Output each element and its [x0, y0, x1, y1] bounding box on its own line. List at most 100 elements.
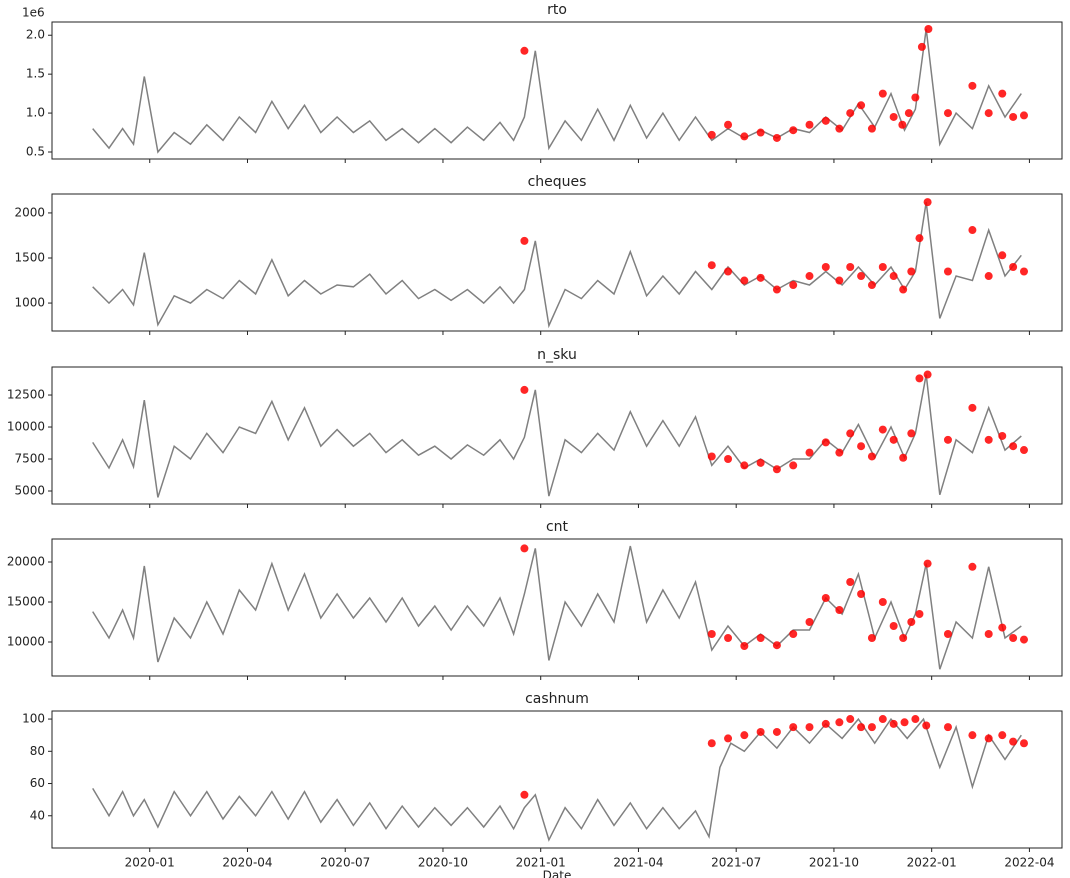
- panel-title: cheques: [528, 174, 587, 190]
- x-tick-label: 2021-10: [809, 856, 859, 870]
- y-tick-label: 15000: [7, 595, 45, 609]
- anomaly-point: [1009, 634, 1018, 642]
- axes-frame: [51, 21, 1063, 160]
- y-tick-label: 1.5: [26, 67, 45, 81]
- anomaly-point: [756, 273, 765, 282]
- anomaly-point: [984, 435, 993, 444]
- anomaly-point: [1019, 739, 1028, 748]
- anomaly-point: [917, 42, 926, 51]
- y-tick-label: 20000: [7, 555, 45, 569]
- anomaly-point: [867, 452, 876, 461]
- anomaly-point: [789, 126, 798, 135]
- anomaly-point: [898, 120, 907, 129]
- anomaly-point: [805, 618, 814, 626]
- y-tick-label: 12500: [7, 388, 45, 402]
- x-tick-label: 2021-01: [516, 856, 566, 870]
- anomaly-point: [1009, 112, 1018, 121]
- anomaly-point: [1019, 446, 1028, 455]
- y-tick-label: 1500: [14, 250, 45, 264]
- anomaly-point: [756, 634, 765, 642]
- y-tick-label: 5000: [14, 484, 45, 498]
- panel-title: rto: [547, 2, 567, 18]
- anomaly-point: [899, 634, 908, 642]
- anomaly-point: [724, 267, 733, 276]
- x-axis-label: Date: [543, 869, 572, 878]
- anomaly-point: [943, 435, 952, 444]
- anomaly-point: [740, 132, 749, 141]
- anomaly-point: [756, 458, 765, 467]
- anomaly-point: [857, 442, 866, 451]
- anomaly-point: [943, 723, 952, 732]
- anomaly-point: [772, 285, 781, 294]
- anomaly-point: [707, 261, 716, 270]
- anomaly-point: [821, 438, 830, 447]
- anomaly-point: [857, 101, 866, 110]
- anomaly-point: [968, 226, 977, 235]
- anomaly-point: [889, 112, 898, 121]
- anomaly-point: [984, 630, 993, 638]
- x-tick-label: 2022-04: [1004, 856, 1054, 870]
- x-tick-label: 2021-04: [613, 856, 663, 870]
- x-tick-label: 2020-07: [320, 856, 370, 870]
- panel-title: cnt: [546, 519, 569, 535]
- plot-area: [92, 198, 1028, 329]
- anomaly-point: [899, 453, 908, 462]
- x-tick-label: 2021-07: [711, 856, 761, 870]
- anomaly-point: [968, 562, 977, 571]
- anomaly-point: [878, 598, 887, 606]
- anomaly-point: [867, 281, 876, 290]
- anomaly-point: [846, 263, 855, 272]
- panel-title: n_sku: [537, 347, 577, 363]
- panel-title: cashnum: [525, 691, 589, 707]
- anomaly-point: [923, 559, 932, 568]
- anomaly-point: [867, 723, 876, 732]
- anomaly-point: [740, 276, 749, 285]
- anomaly-point: [707, 130, 716, 139]
- anomaly-point: [846, 429, 855, 438]
- anomaly-point: [867, 124, 876, 133]
- anomaly-point: [968, 81, 977, 90]
- x-tick-label: 2020-10: [418, 856, 468, 870]
- anomaly-point: [846, 578, 855, 586]
- anomaly-point: [904, 109, 913, 118]
- anomaly-point: [1009, 442, 1018, 451]
- anomaly-point: [998, 431, 1007, 440]
- anomaly-point: [889, 622, 898, 630]
- anomaly-point: [1019, 267, 1028, 276]
- y-tick-label: 2000: [14, 205, 45, 219]
- anomaly-point: [724, 120, 733, 129]
- anomaly-point: [1019, 111, 1028, 120]
- anomaly-point: [915, 234, 924, 243]
- axes-frame: [51, 366, 1063, 505]
- anomaly-point: [911, 93, 920, 102]
- y-tick-label: 0.5: [26, 144, 45, 158]
- anomaly-point: [867, 634, 876, 642]
- anomaly-point: [984, 272, 993, 281]
- anomaly-point: [520, 46, 529, 55]
- anomaly-point: [740, 731, 749, 740]
- anomaly-point: [724, 455, 733, 464]
- y-tick-label: 1.0: [26, 106, 45, 120]
- y-tick-label: 1000: [14, 296, 45, 310]
- anomaly-point: [998, 623, 1007, 632]
- anomaly-point: [821, 263, 830, 272]
- anomaly-point: [835, 718, 844, 727]
- axes-frame: [51, 538, 1063, 677]
- anomaly-point: [984, 109, 993, 118]
- anomaly-point: [984, 734, 993, 743]
- axes-frame: [51, 193, 1063, 332]
- anomaly-point: [857, 272, 866, 281]
- anomaly-point: [943, 109, 952, 118]
- anomaly-point: [998, 89, 1007, 98]
- anomaly-point: [1009, 263, 1018, 272]
- anomaly-point: [707, 739, 716, 748]
- anomaly-point: [915, 610, 924, 618]
- anomaly-point: [772, 465, 781, 474]
- series-line: [92, 545, 1022, 670]
- anomaly-point: [821, 719, 830, 728]
- anomaly-point: [835, 448, 844, 457]
- anomaly-point: [520, 385, 529, 394]
- anomaly-point: [889, 272, 898, 281]
- series-line: [92, 374, 1022, 498]
